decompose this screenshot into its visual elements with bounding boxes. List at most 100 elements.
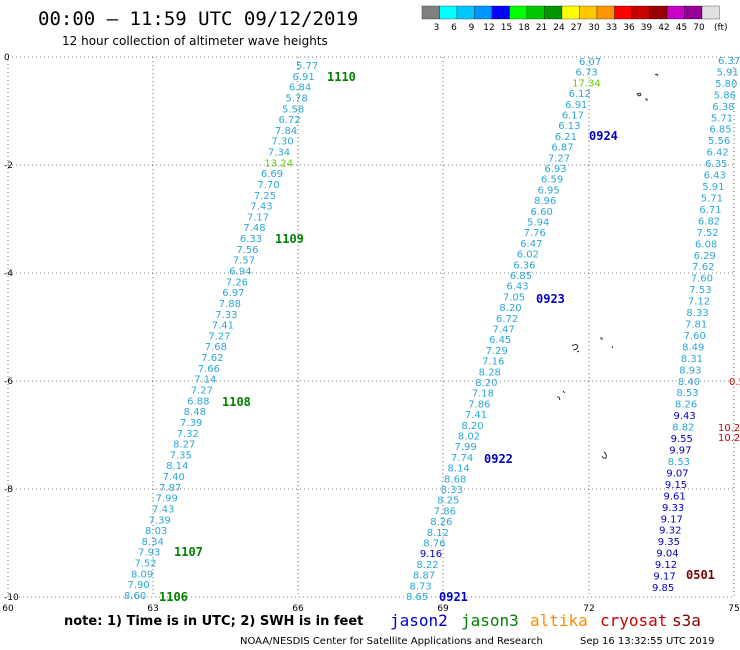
- wave-height-value: 8.02: [458, 432, 480, 443]
- satellite-name-jason3: jason3: [461, 611, 519, 630]
- wave-height-value-cryosat: 0.5: [729, 377, 740, 388]
- pass-label: 1107: [174, 545, 203, 559]
- wave-height-value: 8.28: [479, 367, 501, 378]
- wave-height-value: 6.38: [712, 102, 734, 113]
- wave-height-value: 7.99: [156, 494, 178, 505]
- legend-swatch: [509, 5, 528, 20]
- legend-swatch: [491, 5, 510, 20]
- wave-height-value: 7.57: [233, 256, 255, 267]
- wave-height-value: 8.65: [406, 592, 428, 603]
- legend-tick: 18: [518, 23, 530, 33]
- wave-height-value: 6.17: [562, 111, 584, 122]
- map-title: 00:00 – 11:59 UTC 09/12/2019: [38, 8, 358, 30]
- wave-height-value: 7.84: [275, 126, 297, 137]
- wave-height-value: 8.40: [678, 377, 700, 388]
- wave-height-value: 9.43: [674, 411, 696, 422]
- wave-height-value: 6.69: [261, 169, 283, 180]
- wave-height-value: 13.24: [264, 158, 293, 169]
- wave-height-value: 6.82: [698, 216, 720, 227]
- wave-height-value: 6.97: [222, 288, 244, 299]
- wave-height-value: 5.94: [527, 218, 549, 229]
- wave-height-value: 9.35: [658, 537, 680, 548]
- lat-label: -6: [4, 377, 13, 387]
- wave-height-value: 6.73: [576, 68, 598, 79]
- wave-height-value: 8.27: [173, 440, 195, 451]
- legend-tick: 45: [676, 23, 687, 33]
- wave-height-value: 8.20: [461, 421, 483, 432]
- wave-height-value: 7.25: [254, 191, 276, 202]
- wave-height-value: 7.41: [212, 321, 234, 332]
- wave-height-value: 7.16: [482, 357, 504, 368]
- lat-label: -2: [4, 161, 13, 171]
- islands: [557, 73, 659, 459]
- lat-label: -4: [4, 269, 13, 279]
- legend-swatch: [456, 5, 475, 20]
- wave-height-value: 8.22: [416, 560, 438, 571]
- wave-height-value: 9.17: [661, 514, 683, 525]
- lon-label: 66: [292, 604, 304, 614]
- legend-swatch: [614, 5, 633, 20]
- wave-height-value: 7.29: [486, 346, 508, 357]
- wave-height-value: 8.87: [413, 571, 435, 582]
- legend-swatch: [701, 5, 720, 20]
- legend-tick: 39: [641, 23, 653, 33]
- wave-height-value: 7.81: [685, 320, 707, 331]
- wave-height-value: 6.72: [278, 115, 300, 126]
- legend-tick: 30: [588, 23, 600, 33]
- wave-height-value: 8.53: [676, 388, 698, 399]
- wave-height-value: 6.13: [558, 121, 580, 132]
- satellite-legend: jason2 jason3 altika cryosat s3a: [390, 611, 701, 630]
- wave-height-value: 6.47: [520, 239, 542, 250]
- wave-height-value: 8.14: [448, 464, 470, 475]
- legend-tick: 9: [469, 23, 475, 33]
- wave-height-value: 9.16: [420, 549, 442, 560]
- wave-height-value: 6.45: [489, 335, 511, 346]
- wave-height-value: 6.94: [229, 267, 251, 278]
- wave-height-value: 6.91: [565, 100, 587, 111]
- wave-height-value: 7.35: [170, 450, 192, 461]
- wave-height-value: 5.71: [711, 113, 733, 124]
- wave-height-value: 6.91: [292, 72, 314, 83]
- footer-credit: NOAA/NESDIS Center for Satellite Applica…: [240, 636, 543, 647]
- wave-height-value: 7.14: [194, 375, 216, 386]
- wave-height-value: 9.04: [656, 549, 678, 560]
- wave-height-value: 7.47: [493, 325, 515, 336]
- wave-height-value: 8.82: [672, 423, 694, 434]
- wave-height-value: 7.99: [454, 442, 476, 453]
- wave-height-value: 6.93: [544, 164, 566, 175]
- lat-label: -8: [4, 485, 13, 495]
- wave-height-value: 8.49: [682, 342, 704, 353]
- track-jason3-west: 5.776.916.845.785.586.727.847.307.3413.2…: [124, 61, 318, 602]
- wave-height-value: 7.70: [257, 180, 279, 191]
- legend-swatch: [561, 5, 580, 20]
- wave-height-value: 6.87: [551, 143, 573, 154]
- wave-height-value: 7.52: [135, 559, 157, 570]
- legend-tick: 27: [571, 23, 582, 33]
- wave-height-value: 8.96: [534, 196, 556, 207]
- wave-height-value: 9.17: [653, 572, 675, 583]
- wave-height-value: 6.12: [569, 89, 591, 100]
- pass-label: 1110: [327, 70, 356, 84]
- wave-height-value: 8.48: [184, 407, 206, 418]
- wave-height-value: 6.59: [541, 175, 563, 186]
- legend-tick: 42: [658, 23, 669, 33]
- wave-height-value: 8.12: [427, 528, 449, 539]
- units-note: note: 1) Time is in UTC; 2) SWH is in fe…: [64, 614, 363, 629]
- wave-height-value: 7.30: [271, 137, 293, 148]
- lat-label: 0: [4, 53, 10, 63]
- legend-swatch: [631, 5, 650, 20]
- wave-height-value: 8.26: [430, 517, 452, 528]
- wave-height-value: 8.53: [668, 457, 690, 468]
- wave-height-value: 9.07: [666, 468, 688, 479]
- wave-height-value: 7.74: [451, 453, 473, 464]
- legend-swatch: [474, 5, 493, 20]
- track-east: 6.375.915.805.866.385.716.855.566.426.35…: [652, 56, 740, 594]
- wave-height-value: 5.91: [702, 182, 724, 193]
- wave-height-value: 7.60: [684, 331, 706, 342]
- wave-height-value: 7.27: [191, 385, 213, 396]
- wave-height-value: 8.34: [142, 537, 164, 548]
- satellite-name-jason2: jason2: [390, 611, 448, 630]
- grid-lines: [8, 57, 734, 597]
- legend-tick: 36: [623, 23, 635, 33]
- footer-timestamp: Sep 16 13:32:55 UTC 2019: [580, 636, 714, 647]
